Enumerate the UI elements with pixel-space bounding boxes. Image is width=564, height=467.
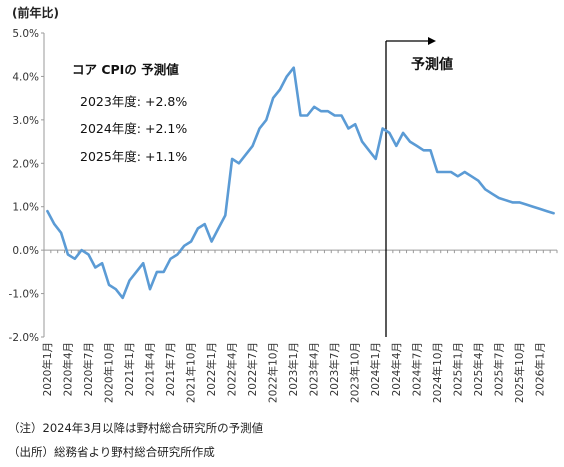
y-tick-label: 3.0% [12, 115, 39, 127]
x-tick-label: 2022年1月 [205, 342, 218, 396]
x-tick-label: 2024年10月 [431, 342, 444, 403]
y-tick-label: 4.0% [12, 71, 39, 83]
x-tick-label: 2025年4月 [472, 342, 485, 396]
legend-item-fy2024: 2024年度: +2.1% [80, 121, 188, 136]
x-tick-label: 2020年1月 [41, 342, 54, 396]
series-lines [46, 66, 555, 300]
forecast-marker [385, 37, 436, 337]
x-tick-label: 2020年7月 [82, 342, 95, 396]
x-tick-label: 2021年10月 [185, 342, 198, 403]
y-axis-unit-label: (前年比) [12, 6, 59, 20]
x-tick-label: 2024年7月 [410, 342, 423, 396]
x-tick-label: 2023年7月 [328, 342, 341, 396]
x-tick-label: 2024年4月 [390, 342, 403, 396]
y-tick-label: -1.0% [9, 289, 39, 301]
legend-item-fy2025: 2025年度: +1.1% [80, 149, 188, 164]
y-tick-label: 5.0% [12, 28, 39, 40]
x-tick-label: 2021年4月 [144, 342, 157, 396]
x-tick-label: 2024年1月 [369, 342, 382, 396]
y-tick-labels: 5.0% 4.0% 3.0% 2.0% 1.0% 0.0% -1.0% -2.0% [9, 28, 39, 344]
y-tick-label: 2.0% [12, 158, 39, 170]
x-tick-label: 2020年10月 [102, 342, 115, 403]
x-tick-label: 2025年7月 [492, 342, 505, 396]
x-tick-label: 2025年1月 [451, 342, 464, 396]
y-tick-label: 1.0% [12, 202, 39, 214]
source-note: （出所）総務省より野村総合研究所作成 [8, 445, 215, 459]
footnote: （注）2024年3月以降は野村総合研究所の予測値 [8, 421, 264, 435]
x-tick-label: 2026年1月 [533, 342, 546, 396]
y-tick-label: 0.0% [12, 245, 39, 257]
x-tick-label: 2025年10月 [513, 342, 526, 403]
legend-item-fy2023: 2023年度: +2.8% [80, 94, 188, 109]
core-cpi-line [46, 66, 555, 300]
legend-title: コア CPIの 予測値 [72, 62, 179, 77]
x-tick-labels: 2020年1月 2020年4月 2020年7月 2020年10月 2021年1月 2021… [41, 342, 546, 403]
x-tick-label: 2022年10月 [267, 342, 280, 403]
x-tick-label: 2023年10月 [349, 342, 362, 403]
x-tick-label: 2022年7月 [246, 342, 259, 396]
x-tick-label: 2021年7月 [164, 342, 177, 396]
y-tick-label: -2.0% [9, 332, 39, 344]
x-tick-label: 2023年4月 [308, 342, 321, 396]
x-tick-label: 2022年4月 [226, 342, 239, 396]
x-tick-label: 2021年1月 [123, 342, 136, 396]
forecast-label: 予測値 [411, 57, 453, 73]
axes [41, 32, 558, 338]
forecast-arrowhead [428, 37, 436, 45]
x-tick-label: 2020年4月 [61, 342, 74, 396]
x-tick-label: 2023年1月 [287, 342, 300, 396]
